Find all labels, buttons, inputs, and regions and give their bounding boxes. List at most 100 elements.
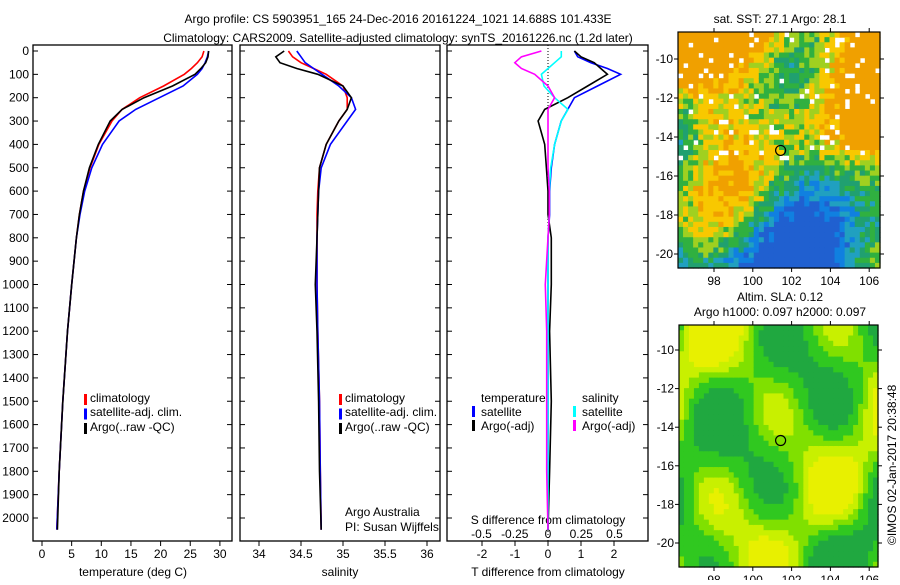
map-cell [718,430,725,437]
map-cell [768,108,775,115]
map-cell [763,252,770,259]
map-cell [824,62,831,69]
map-cell [713,514,720,521]
map-cell [838,488,844,494]
map-cell [838,519,844,526]
map-cell [839,262,846,269]
map-cell [693,262,699,269]
map-cell [743,446,750,452]
map-cell [718,124,725,131]
map-cell [743,440,750,447]
map-cell [743,98,750,105]
map-cell [698,530,705,537]
map-cell [753,451,760,458]
map-cell [708,221,714,228]
map-cell [779,47,785,54]
x-tick-label: 1 [578,547,585,561]
map-cell [748,88,755,95]
map-cell [868,398,874,405]
map-cell [854,129,861,136]
map-cell [863,340,869,347]
map-cell [723,144,730,151]
map-cell [733,139,740,146]
map-cell [693,160,699,166]
map-cell [733,160,740,166]
map-cell [688,201,694,208]
map-cell [818,440,824,447]
map-cell [854,47,861,54]
map-cell [743,247,750,254]
map-cell [819,252,826,259]
map-cell [848,367,854,373]
map-cell [828,377,834,384]
map-cell [713,216,719,223]
map-cell [758,119,765,125]
map-cell [773,98,780,105]
map-cell [773,119,780,125]
series-line-satellite-adj-clim- [56,50,210,530]
map-cell [849,180,856,187]
map-cell [718,180,725,187]
map-cell [789,62,795,69]
map-cell [773,160,780,166]
map-cell [864,103,871,110]
map-cell [819,196,826,202]
map-cell [733,221,740,228]
map-cell [768,330,775,337]
map-cell [849,119,856,125]
map-cell [808,519,814,526]
map-cell [864,226,871,233]
map-cell [863,325,869,331]
map-cell [743,57,750,64]
map-cell [814,108,820,115]
map-cell [763,52,770,59]
map-cell [743,165,750,172]
map-cell [693,430,700,437]
map-cell [783,456,790,463]
map-cell [873,514,879,521]
map-cell [783,382,790,389]
map-cell [723,477,730,484]
map-cell [678,150,684,156]
map-cell [783,377,790,384]
map-cell [723,37,730,43]
map-cell [763,257,770,264]
map-cell [798,435,804,442]
map-cell [859,37,866,43]
map-cell [693,108,699,115]
map-cell [703,372,710,379]
map-cell [798,409,804,416]
map-cell [708,252,714,259]
map-cell [738,351,745,358]
map-cell [799,139,805,146]
map-cell [779,221,785,228]
map-cell [698,42,704,48]
map-cell [693,150,699,156]
map-cell [723,180,730,187]
legend-swatch [84,423,87,434]
map-cell [743,226,750,233]
map-cell [829,67,836,74]
map-cell [728,134,735,141]
map-cell [844,62,851,69]
map-cell [733,535,740,542]
map-cell [829,196,836,202]
map-cell [813,561,819,568]
map-cell [768,556,775,563]
map-cell [758,403,765,410]
map-cell [854,165,861,172]
map-cell [843,503,849,510]
map-cell [874,216,881,223]
map-cell [733,388,740,394]
map-cell [698,535,705,542]
map-cell [803,482,809,489]
map-cell [869,73,876,79]
map-cell [868,335,874,342]
map-cell [788,409,795,416]
map-cell [758,551,765,558]
map-cell [843,519,849,526]
map-cell [753,382,760,389]
map-cell [743,129,750,136]
map-cell [794,124,800,131]
map-cell [723,382,730,389]
